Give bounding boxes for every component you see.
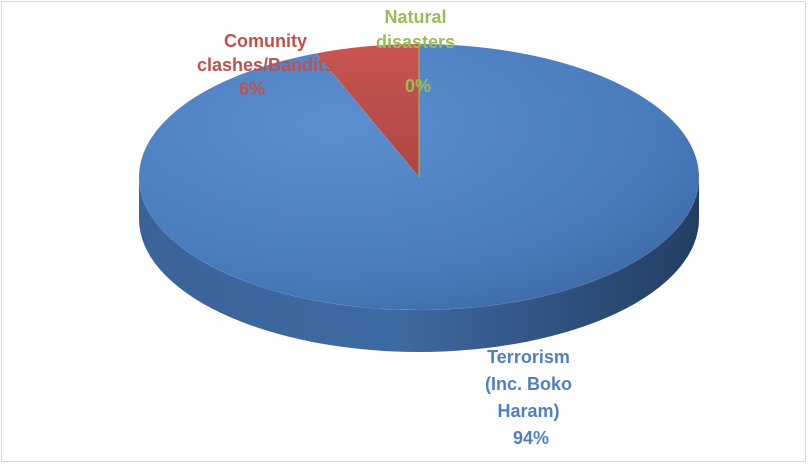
slice-label-terrorism: Terrorism (Inc. Boko Haram) 94% [485, 347, 577, 448]
slice-label-natural-disasters: Natural disasters 0% [376, 7, 460, 96]
slice-label-community-clashes: Comunity clashes/Bandits 6% [197, 31, 339, 99]
pie-side-band [139, 177, 699, 352]
